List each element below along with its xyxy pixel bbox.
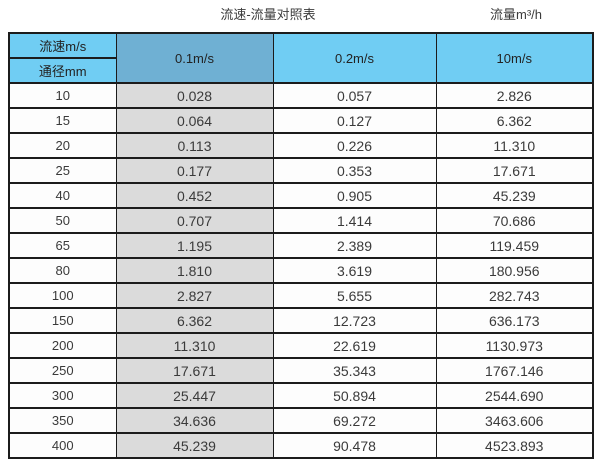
flow-value-cell-0-1ms: 6.362 (115, 307, 274, 334)
flow-value-cell-10ms: 3463.606 (435, 407, 594, 434)
flow-value-cell-0-2ms: 0.127 (272, 107, 437, 134)
flow-value-cell-0-2ms: 0.057 (272, 82, 437, 109)
table-row: 80 1.810 3.619 180.956 (8, 257, 594, 284)
diameter-cell: 400 (8, 432, 117, 459)
flow-value-cell-10ms: 2544.690 (435, 382, 594, 409)
table-row: 200 11.310 22.619 1130.973 (8, 332, 594, 359)
diameter-cell: 50 (8, 207, 117, 234)
flow-value-cell-0-2ms: 5.655 (272, 282, 437, 309)
table-row: 20 0.113 0.226 11.310 (8, 132, 594, 159)
header-velocity-label: 流速m/s (8, 32, 117, 59)
flow-value-cell-0-1ms: 0.707 (115, 207, 274, 234)
diameter-cell: 20 (8, 132, 117, 159)
diameter-cell: 350 (8, 407, 117, 434)
header-row-velocity: 流速m/s 0.1m/s 0.2m/s 10m/s (8, 32, 594, 84)
column-header-10ms: 10m/s (435, 32, 594, 84)
table-header: 流速m/s 0.1m/s 0.2m/s 10m/s 通径mm (8, 32, 594, 84)
table-row: 40 0.452 0.905 45.239 (8, 182, 594, 209)
flow-value-cell-10ms: 11.310 (435, 132, 594, 159)
table-row: 50 0.707 1.414 70.686 (8, 207, 594, 234)
flow-value-cell-0-1ms: 34.636 (115, 407, 274, 434)
table-row: 400 45.239 90.478 4523.893 (8, 432, 594, 459)
table-row: 25 0.177 0.353 17.671 (8, 157, 594, 184)
flow-value-cell-10ms: 45.239 (435, 182, 594, 209)
flow-value-cell-0-1ms: 25.447 (115, 382, 274, 409)
flow-value-cell-0-2ms: 90.478 (272, 432, 437, 459)
table-row: 10 0.028 0.057 2.826 (8, 82, 594, 109)
diameter-cell: 250 (8, 357, 117, 384)
table-row: 250 17.671 35.343 1767.146 (8, 357, 594, 384)
flow-value-cell-0-2ms: 1.414 (272, 207, 437, 234)
diameter-cell: 25 (8, 157, 117, 184)
flow-value-cell-0-2ms: 35.343 (272, 357, 437, 384)
flow-value-cell-0-1ms: 0.452 (115, 182, 274, 209)
diameter-cell: 40 (8, 182, 117, 209)
flow-value-cell-0-1ms: 0.064 (115, 107, 274, 134)
diameter-cell: 300 (8, 382, 117, 409)
flow-value-cell-10ms: 1767.146 (435, 357, 594, 384)
table-row: 65 1.195 2.389 119.459 (8, 232, 594, 259)
flow-value-cell-10ms: 1130.973 (435, 332, 594, 359)
flow-value-cell-0-1ms: 0.113 (115, 132, 274, 159)
flow-value-cell-0-2ms: 2.389 (272, 232, 437, 259)
flow-value-cell-0-1ms: 0.028 (115, 82, 274, 109)
flow-value-cell-0-1ms: 1.195 (115, 232, 274, 259)
diameter-cell: 200 (8, 332, 117, 359)
flow-value-cell-10ms: 180.956 (435, 257, 594, 284)
flow-value-cell-10ms: 636.173 (435, 307, 594, 334)
flow-value-cell-10ms: 2.826 (435, 82, 594, 109)
flow-value-cell-0-1ms: 1.810 (115, 257, 274, 284)
table-row: 15 0.064 0.127 6.362 (8, 107, 594, 134)
flow-value-cell-0-2ms: 69.272 (272, 407, 437, 434)
flow-unit-caption: 流量m³/h (489, 7, 543, 22)
flow-value-cell-10ms: 70.686 (435, 207, 594, 234)
table-row: 150 6.362 12.723 636.173 (8, 307, 594, 334)
diameter-cell: 65 (8, 232, 117, 259)
flow-value-cell-0-2ms: 50.894 (272, 382, 437, 409)
header-diameter-label: 通径mm (8, 57, 117, 84)
diameter-cell: 15 (8, 107, 117, 134)
flow-value-cell-0-2ms: 12.723 (272, 307, 437, 334)
flow-value-cell-10ms: 17.671 (435, 157, 594, 184)
table-row: 100 2.827 5.655 282.743 (8, 282, 594, 309)
flow-value-cell-0-1ms: 45.239 (115, 432, 274, 459)
column-header-0-1ms: 0.1m/s (115, 32, 274, 84)
flow-table-body: 10 0.028 0.057 2.826 15 0.064 0.127 6.362 20 0.11… (8, 82, 594, 459)
flow-value-cell-0-1ms: 2.827 (115, 282, 274, 309)
table-title: 流速-流量对照表 (220, 7, 316, 22)
flow-value-cell-0-2ms: 22.619 (272, 332, 437, 359)
diameter-cell: 100 (8, 282, 117, 309)
diameter-cell: 80 (8, 257, 117, 284)
flow-value-cell-0-1ms: 0.177 (115, 157, 274, 184)
flow-value-cell-10ms: 282.743 (435, 282, 594, 309)
table-row: 300 25.447 50.894 2544.690 (8, 382, 594, 409)
diameter-cell: 10 (8, 82, 117, 109)
flow-value-cell-0-2ms: 0.905 (272, 182, 437, 209)
flow-value-cell-0-2ms: 0.226 (272, 132, 437, 159)
flow-rate-table: 流速m/s 0.1m/s 0.2m/s 10m/s 通径mm 10 0.028 0.… (8, 32, 594, 459)
flow-value-cell-10ms: 119.459 (435, 232, 594, 259)
flow-value-cell-10ms: 4523.893 (435, 432, 594, 459)
diameter-cell: 150 (8, 307, 117, 334)
flow-value-cell-10ms: 6.362 (435, 107, 594, 134)
flow-value-cell-0-2ms: 3.619 (272, 257, 437, 284)
column-header-0-2ms: 0.2m/s (272, 32, 437, 84)
flow-value-cell-0-1ms: 17.671 (115, 357, 274, 384)
flow-value-cell-0-1ms: 11.310 (115, 332, 274, 359)
header-row-diameter: 通径mm (8, 57, 593, 84)
table-row: 350 34.636 69.272 3463.606 (8, 407, 594, 434)
flow-value-cell-0-2ms: 0.353 (272, 157, 437, 184)
